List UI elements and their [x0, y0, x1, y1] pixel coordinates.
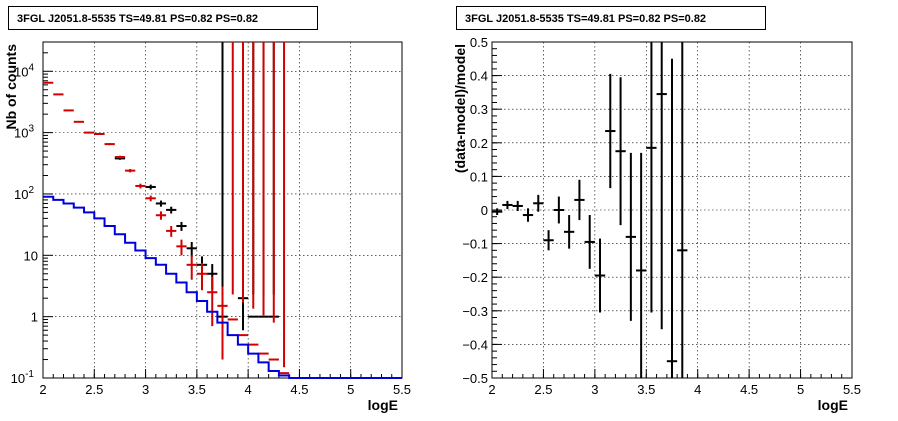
data-point	[553, 196, 564, 224]
x-tick-label: 5.5	[843, 382, 861, 397]
y-tick-label: 0.3	[470, 102, 488, 117]
y-tick-label: 1	[31, 310, 38, 325]
y-tick-label: −0.3	[462, 304, 488, 319]
y-tick-label: 0.5	[470, 35, 488, 50]
x-tick-label: 4	[694, 382, 701, 397]
x-tick-label: 3	[142, 382, 149, 397]
data-point-1	[207, 276, 218, 327]
data-point	[217, 42, 228, 318]
x-tick-label: 2.5	[534, 382, 552, 397]
x-tick-label: 5	[347, 382, 354, 397]
data-point	[502, 200, 513, 209]
data-point-1	[227, 42, 238, 321]
x-axis-title: logE	[368, 397, 398, 413]
y-tick-label: 102	[14, 185, 34, 202]
model-step-line	[43, 195, 402, 379]
y-tick-label: 10	[24, 248, 38, 263]
data-point-1	[248, 42, 259, 346]
data-point-1	[73, 120, 85, 123]
data-point-1	[196, 262, 208, 291]
y-axis-title: Nb of counts	[3, 44, 19, 130]
residuals-plot: 2 2.5 3 3.5 4 4.5 5 5.5 −0.5 −0.4 −0.3 −0.2 −0.1 0 0.1…	[452, 35, 861, 413]
y-tick-label: 0	[481, 203, 488, 218]
data-point-1	[114, 155, 126, 159]
y-tick-label: 0.4	[470, 69, 488, 84]
y-axis-title: (data-model)/model	[452, 44, 468, 173]
data-point	[512, 200, 523, 212]
data-point-1	[166, 226, 177, 237]
data-point-1	[125, 169, 136, 173]
data-point-1	[104, 143, 115, 146]
x-tick-label: 5	[797, 382, 804, 397]
x-tick-label: 5.5	[393, 382, 411, 397]
data-point	[666, 58, 678, 378]
y-tick-label: 0.1	[470, 169, 488, 184]
data-point	[584, 215, 595, 269]
data-point	[646, 42, 657, 313]
data-point-1	[155, 211, 167, 220]
data-point	[533, 194, 544, 212]
x-axis-title: logE	[818, 397, 848, 413]
data-point	[594, 238, 606, 313]
data-point	[176, 221, 187, 231]
data-point	[543, 230, 554, 251]
x-tick-label: 3.5	[188, 382, 206, 397]
data-point	[492, 208, 503, 216]
data-point-1	[135, 183, 146, 189]
y-tick-label: 10-1	[11, 369, 35, 386]
data-point	[656, 42, 667, 330]
chart-title-right: 3FGL J2051.8-5535 TS=49.81 PS=0.82 PS=0.…	[456, 6, 766, 30]
data-point	[522, 208, 534, 222]
data-point-1	[84, 131, 95, 134]
data-point	[625, 152, 636, 321]
data-point	[166, 206, 177, 214]
data-point	[677, 42, 688, 378]
data-point	[564, 215, 575, 249]
data-point	[605, 73, 616, 189]
data-point	[186, 241, 197, 257]
x-tick-label: 4	[245, 382, 252, 397]
y-tick-label: 0.2	[470, 136, 488, 151]
data-point-1	[237, 42, 249, 337]
x-tick-label: 3.5	[637, 382, 655, 397]
data-point-1	[258, 42, 269, 355]
chart-title-left: 3FGL J2051.8-5535 TS=49.81 PS=0.82 PS=0.…	[8, 6, 318, 30]
data-point-1	[176, 239, 187, 256]
data-point	[145, 184, 156, 190]
data-point-1	[94, 132, 105, 135]
x-tick-label: 3	[591, 382, 598, 397]
x-tick-label: 2	[39, 382, 46, 397]
data-point	[615, 77, 626, 226]
data-point-1	[43, 81, 54, 84]
data-point-1	[145, 195, 156, 202]
data-point	[636, 152, 647, 378]
data-point-1	[63, 109, 74, 112]
x-tick-label: 2.5	[85, 382, 103, 397]
x-tick-label: 2	[488, 382, 495, 397]
y-tick-label: −0.2	[462, 270, 488, 285]
data-point-1	[53, 93, 64, 96]
x-tick-label: 4.5	[740, 382, 758, 397]
x-tick-label: 4.5	[290, 382, 308, 397]
y-tick-label: −0.1	[462, 237, 488, 252]
data-point-1	[278, 42, 290, 375]
data-point	[155, 200, 167, 207]
data-point-1	[268, 42, 279, 361]
data-point-1	[186, 255, 197, 280]
data-point	[574, 179, 585, 221]
y-tick-label: −0.5	[462, 371, 488, 386]
y-tick-label: −0.4	[462, 337, 488, 352]
